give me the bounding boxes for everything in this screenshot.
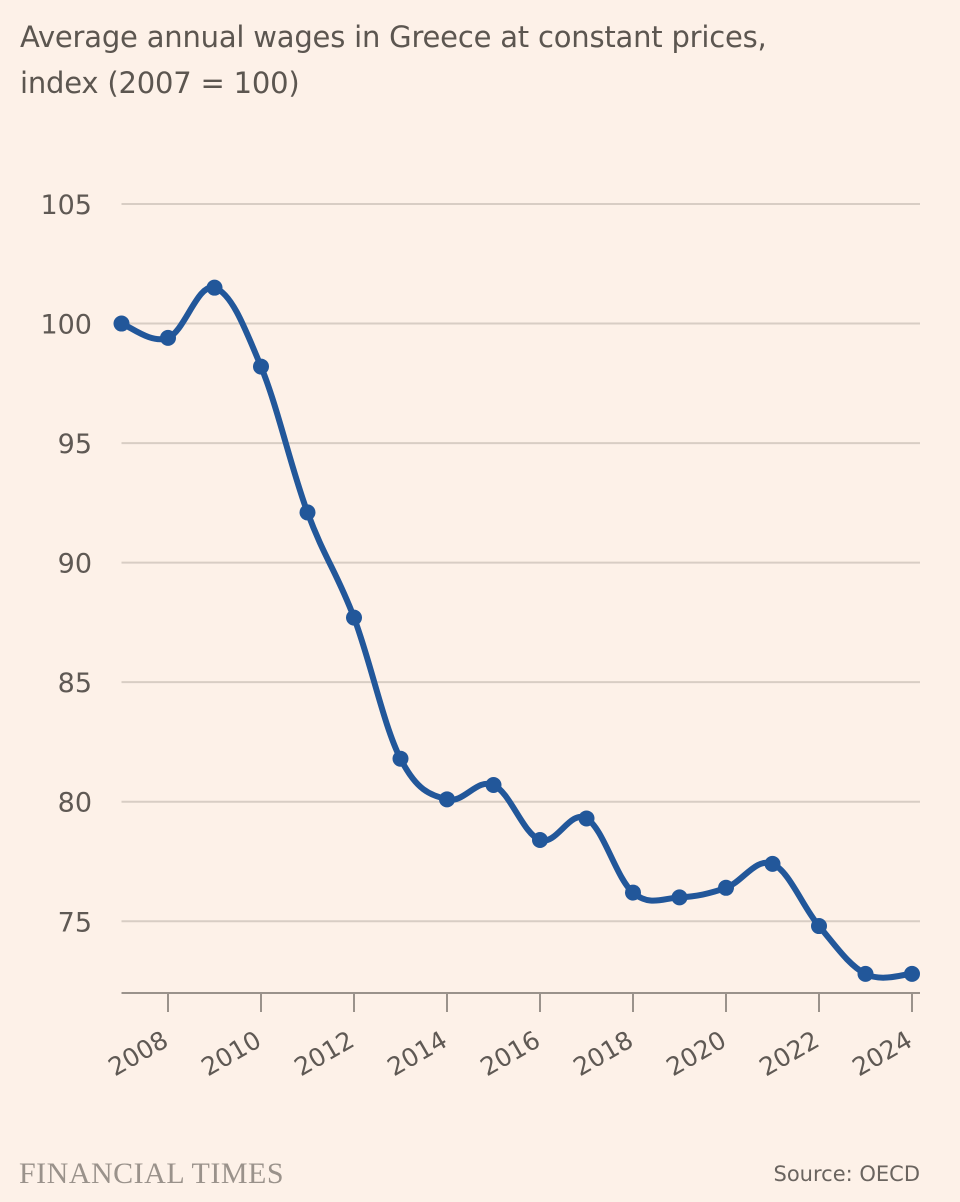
data-point-2012: [346, 609, 362, 626]
x-tick-label-2014: 2014: [382, 1025, 452, 1082]
gridlines: [121, 203, 920, 923]
data-point-2009: [206, 279, 223, 296]
source-note: Source: OECD: [773, 1162, 920, 1186]
x-axis: 2008 2010 2012 2014 2016 2018 2020 2022 2024: [103, 992, 920, 1082]
data-point-2021: [764, 855, 781, 872]
x-tick-label-2020: 2020: [661, 1025, 731, 1082]
y-tick-label-90: 90: [58, 549, 92, 580]
data-point-2022: [811, 918, 827, 935]
data-point-2020: [718, 879, 734, 896]
chart-title: Average annual wages in Greece at consta…: [20, 14, 920, 106]
data-point-2008: [160, 329, 176, 346]
data-point-2019: [671, 889, 688, 906]
data-point-2007: [113, 315, 130, 332]
series-line: [118, 284, 915, 981]
data-point-2024: [904, 965, 920, 982]
y-tick-label-100: 100: [40, 310, 92, 341]
x-tick-label-2010: 2010: [196, 1025, 266, 1082]
x-tick-label-2012: 2012: [289, 1025, 359, 1082]
y-tick-label-95: 95: [58, 429, 92, 460]
chart-title-line-2: index (2007 = 100): [20, 66, 300, 100]
y-tick-label-85: 85: [58, 668, 92, 699]
data-point-2014: [439, 791, 455, 808]
x-tick-label-2022: 2022: [754, 1025, 824, 1082]
data-point-2013: [392, 750, 409, 767]
y-axis: 75 80 85 90 95 100 105: [40, 190, 92, 938]
series-wages-index: [113, 279, 920, 982]
x-tick-label-2024: 2024: [847, 1025, 917, 1082]
y-tick-label-80: 80: [58, 788, 92, 819]
x-tick-label-2018: 2018: [568, 1025, 638, 1082]
data-point-2016: [532, 831, 548, 848]
x-tick-label-2016: 2016: [475, 1025, 545, 1082]
y-tick-label-105: 105: [40, 190, 92, 221]
data-point-2015: [485, 776, 502, 793]
x-tick-label-2008: 2008: [103, 1025, 173, 1082]
y-tick-label-75: 75: [58, 907, 92, 938]
data-point-2010: [253, 358, 269, 375]
financial-times-logo: FINANCIAL TIMES: [19, 1157, 285, 1190]
data-point-2011: [299, 504, 316, 521]
data-point-2018: [625, 884, 641, 901]
chart-title-line-1: Average annual wages in Greece at consta…: [20, 20, 767, 54]
data-point-2017: [578, 810, 595, 827]
data-point-2023: [857, 965, 874, 982]
